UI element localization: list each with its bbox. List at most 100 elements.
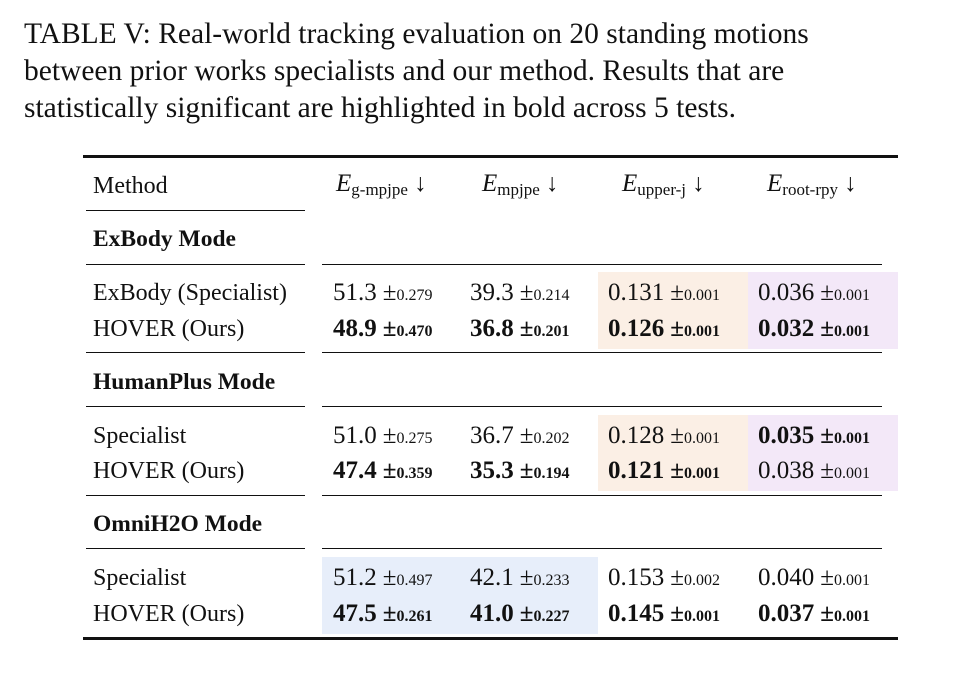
metric-cell: 36.7 ±0.202: [470, 421, 569, 454]
metric-cell: 0.126 ±0.001: [608, 314, 720, 347]
method-name: HOVER (Ours): [93, 316, 245, 342]
metric-value: 0.037: [758, 600, 815, 627]
caption-line: TABLE V: Real-world tracking evaluation …: [24, 18, 809, 50]
plus-minus: ±: [382, 564, 397, 591]
plus-minus: ±: [670, 279, 684, 306]
highlight-block: [748, 415, 898, 491]
divider-rule: [322, 406, 882, 408]
table-caption: TABLE V: Real-world tracking evaluation …: [24, 16, 958, 127]
std-dev: 0.001: [833, 323, 870, 340]
plus-minus: ±: [820, 564, 834, 591]
metric-cell: 51.0 ±0.275: [333, 421, 432, 454]
caption-line: between prior works specialists and our …: [24, 55, 785, 87]
plus-minus: ±: [519, 315, 534, 342]
std-dev: 0.001: [833, 572, 870, 589]
metric-cell: 51.3 ±0.279: [333, 278, 432, 311]
metric-value: 42.1: [470, 564, 514, 591]
highlight-block: [598, 415, 748, 491]
std-dev: 0.497: [396, 572, 433, 589]
column-header: Eupper-j ↓: [622, 170, 705, 199]
metric-cell: 0.037 ±0.001: [758, 599, 870, 632]
std-dev: 0.214: [533, 287, 570, 304]
plus-minus: ±: [519, 600, 534, 627]
metric-cell: 47.4 ±0.359: [333, 456, 432, 489]
metric-cell: 47.5 ±0.261: [333, 599, 432, 632]
metric-value: 39.3: [470, 279, 514, 306]
metric-cell: 0.145 ±0.001: [608, 599, 720, 632]
metric-cell: 0.121 ±0.001: [608, 456, 720, 489]
metric-value: 0.040: [758, 564, 815, 591]
metric-cell: 0.032 ±0.001: [758, 314, 870, 347]
metric-value: 51.2: [333, 564, 377, 591]
std-dev: 0.001: [683, 608, 720, 625]
plus-minus: ±: [670, 564, 684, 591]
metric-value: 0.131: [608, 279, 665, 306]
plus-minus: ±: [519, 279, 534, 306]
std-dev: 0.001: [683, 430, 720, 447]
std-dev: 0.001: [833, 465, 870, 482]
divider-rule: [86, 406, 305, 408]
metric-cell: 48.9 ±0.470: [333, 314, 432, 347]
metric-cell: 42.1 ±0.233: [470, 563, 569, 596]
divider-rule: [322, 264, 882, 266]
method-name: Specialist: [93, 565, 187, 591]
column-header: Eg-mpjpe ↓: [336, 170, 427, 199]
std-dev: 0.233: [533, 572, 570, 589]
std-dev: 0.227: [533, 608, 570, 625]
metric-value: 35.3: [470, 457, 514, 484]
metric-cell: 0.035 ±0.001: [758, 421, 870, 454]
bottom-rule: [83, 637, 898, 640]
metric-value: 0.121: [608, 457, 665, 484]
plus-minus: ±: [382, 600, 397, 627]
metric-value: 0.035: [758, 422, 815, 449]
metric-cell: 0.131 ±0.001: [608, 278, 720, 311]
plus-minus: ±: [382, 315, 397, 342]
divider-rule: [86, 210, 305, 212]
metric-value: 0.032: [758, 315, 815, 342]
std-dev: 0.279: [396, 287, 433, 304]
plus-minus: ±: [519, 422, 534, 449]
metric-value: 36.7: [470, 422, 514, 449]
highlight-block: [322, 557, 460, 634]
metric-value: 0.036: [758, 279, 815, 306]
std-dev: 0.359: [396, 465, 433, 482]
metric-cell: 41.0 ±0.227: [470, 599, 569, 632]
metric-cell: 36.8 ±0.201: [470, 314, 569, 347]
std-dev: 0.001: [833, 287, 870, 304]
std-dev: 0.001: [833, 608, 870, 625]
column-header: Eroot-rpy ↓: [767, 170, 857, 199]
highlight-block: [460, 557, 598, 634]
plus-minus: ±: [382, 457, 397, 484]
plus-minus: ±: [670, 600, 684, 627]
divider-rule: [86, 495, 305, 497]
metric-value: 0.126: [608, 315, 665, 342]
std-dev: 0.470: [396, 323, 433, 340]
std-dev: 0.275: [396, 430, 433, 447]
metric-cell: 35.3 ±0.194: [470, 456, 569, 489]
std-dev: 0.001: [683, 465, 720, 482]
group-title: OmniH2O Mode: [93, 511, 263, 537]
metric-value: 0.153: [608, 564, 665, 591]
metric-value: 0.128: [608, 422, 665, 449]
std-dev: 0.194: [533, 465, 570, 482]
metric-value: 47.4: [333, 457, 377, 484]
std-dev: 0.002: [683, 572, 720, 589]
divider-rule: [322, 352, 882, 354]
divider-rule: [86, 548, 305, 550]
metric-value: 51.3: [333, 279, 377, 306]
metric-value: 41.0: [470, 600, 514, 627]
divider-rule: [322, 210, 882, 211]
plus-minus: ±: [382, 422, 397, 449]
metric-cell: 0.153 ±0.002: [608, 563, 720, 596]
plus-minus: ±: [820, 600, 834, 627]
method-name: HOVER (Ours): [93, 458, 245, 484]
divider-rule: [322, 548, 882, 550]
plus-minus: ±: [670, 457, 684, 484]
std-dev: 0.001: [683, 287, 720, 304]
std-dev: 0.261: [396, 608, 433, 625]
plus-minus: ±: [820, 457, 834, 484]
metric-value: 48.9: [333, 315, 377, 342]
std-dev: 0.201: [533, 323, 570, 340]
metric-value: 0.145: [608, 600, 665, 627]
metric-cell: 0.038 ±0.001: [758, 456, 870, 489]
